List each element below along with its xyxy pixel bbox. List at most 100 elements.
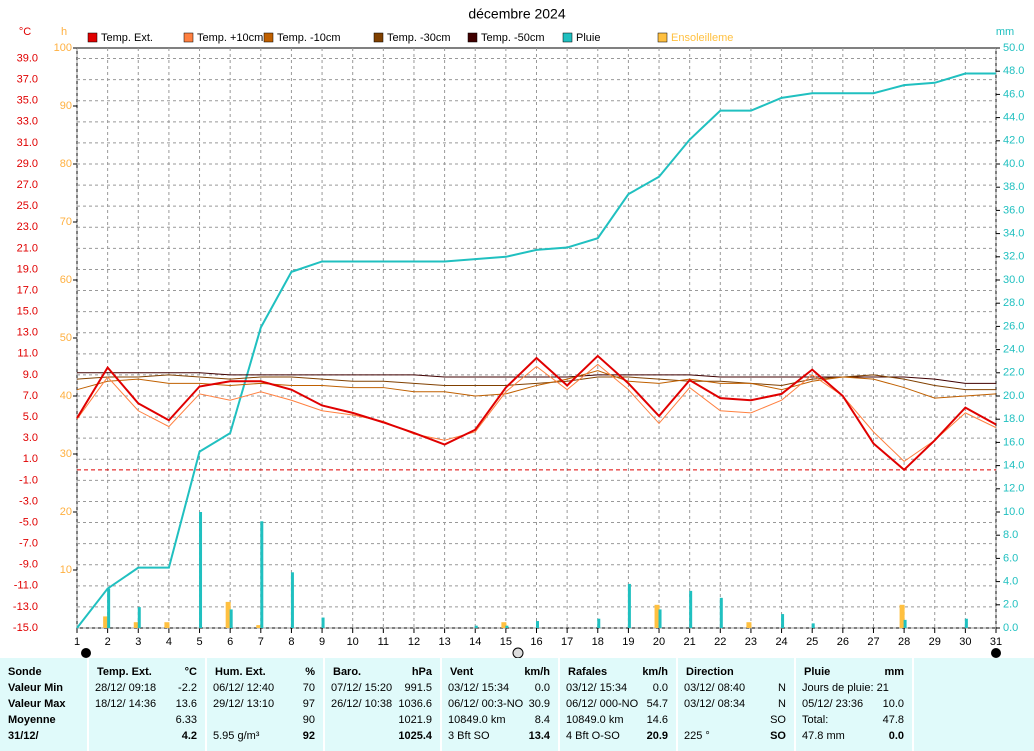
rain-bar xyxy=(290,572,294,628)
x-tick-label: 22 xyxy=(714,636,726,648)
legend-swatch xyxy=(467,32,478,43)
column-title: Rafales xyxy=(568,666,608,678)
y2-tick-label: 22.0 xyxy=(1003,367,1024,379)
moon-icon xyxy=(991,648,1001,658)
series-line xyxy=(76,72,996,629)
chart: décembre 2024 °C h mm 1 2 3 4 5 6 7 8 9 10 11 12 13 1… xyxy=(13,6,1024,658)
cell-left: 18/12/ 14:36 xyxy=(95,698,157,710)
cell-left: 4 Bft O-SO xyxy=(566,730,620,742)
x-tick-label: 18 xyxy=(592,636,604,648)
x-tick-label: 25 xyxy=(806,636,818,648)
table-column: Temp. Ext. °C 28/12/ 09:18 -2.2 18/12/ 14:36… xyxy=(89,658,207,751)
chart-title: décembre 2024 xyxy=(468,6,566,22)
column-unit: °C xyxy=(184,666,197,678)
y-tick-label: 7.0 xyxy=(23,390,38,402)
rain-bar xyxy=(260,521,264,628)
rain-bar xyxy=(536,621,539,628)
sunshine-bar xyxy=(225,601,231,628)
table-column: Rafales km/h 03/12/ 15:34 0.0 06/12/ 000-NO 5… xyxy=(560,658,678,751)
legend-swatch xyxy=(562,32,573,43)
cell-left: 5.95 g/m³ xyxy=(213,730,260,742)
y-tick-label: -7.0 xyxy=(19,538,38,550)
y2-tick-label: 42.0 xyxy=(1003,135,1024,147)
legend-swatch xyxy=(183,32,194,43)
rain-bar xyxy=(321,617,325,628)
cell-left: Jours de pluie: 21 xyxy=(802,682,889,694)
y2-tick-label: 36.0 xyxy=(1003,204,1024,216)
cell-right: 97 xyxy=(302,698,315,710)
y2-tick-label: 20.0 xyxy=(1003,390,1024,402)
column-title: Sonde xyxy=(8,666,42,678)
cell-right: 10.0 xyxy=(882,698,904,710)
cell-right: N xyxy=(778,698,786,710)
y-tick-label: 21.0 xyxy=(17,242,38,254)
h-tick-label: 100 xyxy=(54,42,72,54)
y2-tick-label: 2.0 xyxy=(1003,599,1018,611)
cell-right: SO xyxy=(770,730,786,742)
column-title: Temp. Ext. xyxy=(97,666,152,678)
legend-label: Temp. -50cm xyxy=(481,32,545,44)
y2-tick-label: 24.0 xyxy=(1003,344,1024,356)
x-tick-label: 24 xyxy=(775,636,787,648)
cell-left: 06/12/ 000-NO xyxy=(566,698,639,710)
x-tick-label: 3 xyxy=(135,636,141,648)
h-tick-label: 90 xyxy=(60,100,72,112)
legend-label: Temp. Ext. xyxy=(101,32,153,44)
y2-tick-label: 46.0 xyxy=(1003,88,1024,100)
h-tick-label: 40 xyxy=(60,390,72,402)
rain-bar xyxy=(627,583,631,628)
table-column: Baro. hPa 07/12/ 15:20 991.5 26/12/ 10:38 103… xyxy=(325,658,442,751)
sunshine-bar xyxy=(899,604,905,628)
rain-bar xyxy=(964,618,968,628)
y-tick-label: 15.0 xyxy=(17,306,38,318)
cell-left: 225 ° xyxy=(684,730,710,742)
cell-right: 47.8 xyxy=(882,714,904,726)
legend-label: Ensoleilleme xyxy=(671,32,733,44)
cell-left: 3 Bft SO xyxy=(448,730,490,742)
y-tick-label: -13.0 xyxy=(13,601,38,613)
cell-right: 30.9 xyxy=(528,698,550,710)
h-tick-label: 20 xyxy=(60,506,72,518)
h-tick-label: 80 xyxy=(60,158,72,170)
cell-right: 20.9 xyxy=(646,730,668,742)
y2-tick-label: 6.0 xyxy=(1003,552,1018,564)
x-tick-label: 7 xyxy=(258,636,264,648)
x-tick-label: 17 xyxy=(561,636,573,648)
x-tick-label: 4 xyxy=(166,636,172,648)
cell-right: 4.2 xyxy=(181,730,197,742)
h-tick-label: 50 xyxy=(60,332,72,344)
y-unit: °C xyxy=(19,26,31,38)
column-title: Hum. Ext. xyxy=(215,666,266,678)
y-tick-label: 35.0 xyxy=(17,95,38,107)
y2-tick-label: 40.0 xyxy=(1003,158,1024,170)
x-tick-label: 5 xyxy=(196,636,202,648)
x-tick-label: 2 xyxy=(105,636,111,648)
y-tick-label: 3.0 xyxy=(23,432,38,444)
x-tick-label: 23 xyxy=(745,636,757,648)
x-tick-label: 26 xyxy=(837,636,849,648)
y-tick-label: 5.0 xyxy=(23,411,38,423)
x-tick-label: 27 xyxy=(867,636,879,648)
rain-bar xyxy=(137,607,141,628)
sunshine-bar xyxy=(256,625,262,628)
cell-left: 26/12/ 10:38 xyxy=(331,698,393,710)
legend-swatch xyxy=(657,32,668,43)
cell-right: 0.0 xyxy=(652,682,668,694)
y-tick-label: -1.0 xyxy=(19,474,38,486)
sunshine-bar xyxy=(164,622,170,628)
table-column: Pluie mm Jours de pluie: 21 05/12/ 23:36 10.… xyxy=(796,658,914,751)
y2-unit: mm xyxy=(996,26,1014,38)
cell-left: 10849.0 km xyxy=(566,714,624,726)
rain-bar xyxy=(903,619,907,628)
cell-right: 90 xyxy=(302,714,315,726)
cell-right: 1036.6 xyxy=(398,698,432,710)
y-tick-label: 1.0 xyxy=(23,453,38,465)
y-tick-label: 17.0 xyxy=(17,284,38,296)
moon-icon xyxy=(81,648,91,658)
cell-right: 1025.4 xyxy=(398,730,432,742)
y-tick-label: 25.0 xyxy=(17,200,38,212)
cell-right: N xyxy=(778,682,786,694)
series-line xyxy=(76,354,997,472)
table-column: Direction 03/12/ 08:40 N 03/12/ 08:34 N SO 225… xyxy=(678,658,796,751)
